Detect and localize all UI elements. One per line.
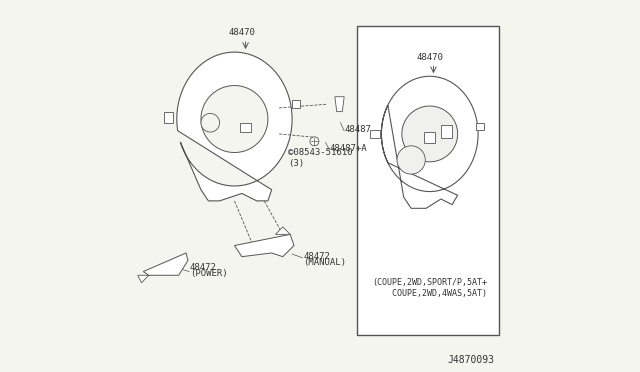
Text: (POWER): (POWER) bbox=[190, 269, 227, 278]
Polygon shape bbox=[201, 86, 268, 153]
Bar bbox=[357, 26, 499, 335]
Polygon shape bbox=[177, 52, 292, 201]
Polygon shape bbox=[335, 97, 344, 112]
Text: J4870093: J4870093 bbox=[448, 355, 495, 365]
Text: 48472: 48472 bbox=[190, 263, 217, 272]
Text: ©08543-51610
(3): ©08543-51610 (3) bbox=[289, 148, 353, 167]
Polygon shape bbox=[143, 253, 188, 275]
Polygon shape bbox=[292, 100, 300, 108]
Polygon shape bbox=[370, 130, 380, 138]
Polygon shape bbox=[441, 125, 452, 138]
Polygon shape bbox=[402, 106, 458, 162]
Text: 48487+A: 48487+A bbox=[330, 144, 367, 153]
Polygon shape bbox=[164, 112, 173, 123]
Polygon shape bbox=[275, 227, 291, 234]
Polygon shape bbox=[381, 76, 478, 208]
Text: (MANUAL): (MANUAL) bbox=[303, 258, 346, 267]
Polygon shape bbox=[240, 123, 251, 132]
Text: 48472: 48472 bbox=[303, 251, 330, 260]
Text: 48487: 48487 bbox=[344, 125, 371, 134]
Polygon shape bbox=[476, 123, 484, 130]
Text: 48470: 48470 bbox=[416, 52, 443, 61]
Polygon shape bbox=[138, 275, 149, 283]
Polygon shape bbox=[310, 137, 319, 146]
Text: (COUPE,2WD,SPORT/P,5AT+
    COUPE,2WD,4WAS,5AT): (COUPE,2WD,SPORT/P,5AT+ COUPE,2WD,4WAS,5… bbox=[372, 278, 487, 298]
Polygon shape bbox=[424, 132, 435, 143]
Polygon shape bbox=[201, 113, 220, 132]
Polygon shape bbox=[397, 146, 425, 174]
Polygon shape bbox=[234, 234, 294, 257]
Text: 48470: 48470 bbox=[228, 28, 255, 37]
